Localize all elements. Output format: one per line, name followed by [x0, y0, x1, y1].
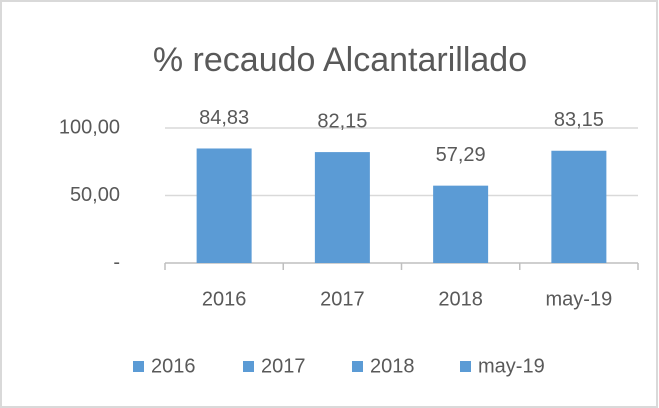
legend-swatch: [133, 361, 144, 372]
y-tick-label: 50,00: [70, 184, 120, 206]
legend-label: may-19: [478, 355, 545, 377]
data-label: 57,29: [436, 144, 486, 166]
legend-label: 2017: [261, 355, 306, 377]
legend-label: 2018: [370, 355, 415, 377]
bar: [433, 185, 489, 263]
x-tick-label: 2017: [320, 288, 365, 310]
y-tick-label: 100,00: [59, 116, 120, 138]
x-tick-label: may-19: [546, 288, 613, 310]
legend-label: 2016: [151, 355, 196, 377]
legend-swatch: [352, 361, 363, 372]
bar: [196, 148, 252, 263]
legend-swatch: [243, 361, 254, 372]
bar: [314, 152, 370, 263]
bar: [551, 150, 607, 263]
data-label: 84,83: [199, 107, 249, 129]
data-label: 82,15: [317, 110, 367, 132]
x-tick-label: 2016: [202, 288, 247, 310]
legend-swatch: [460, 361, 471, 372]
chart-title: % recaudo Alcantarillado: [153, 41, 527, 79]
y-tick-label: -: [113, 251, 120, 273]
x-tick-label: 2018: [438, 288, 483, 310]
data-label: 83,15: [554, 109, 604, 131]
